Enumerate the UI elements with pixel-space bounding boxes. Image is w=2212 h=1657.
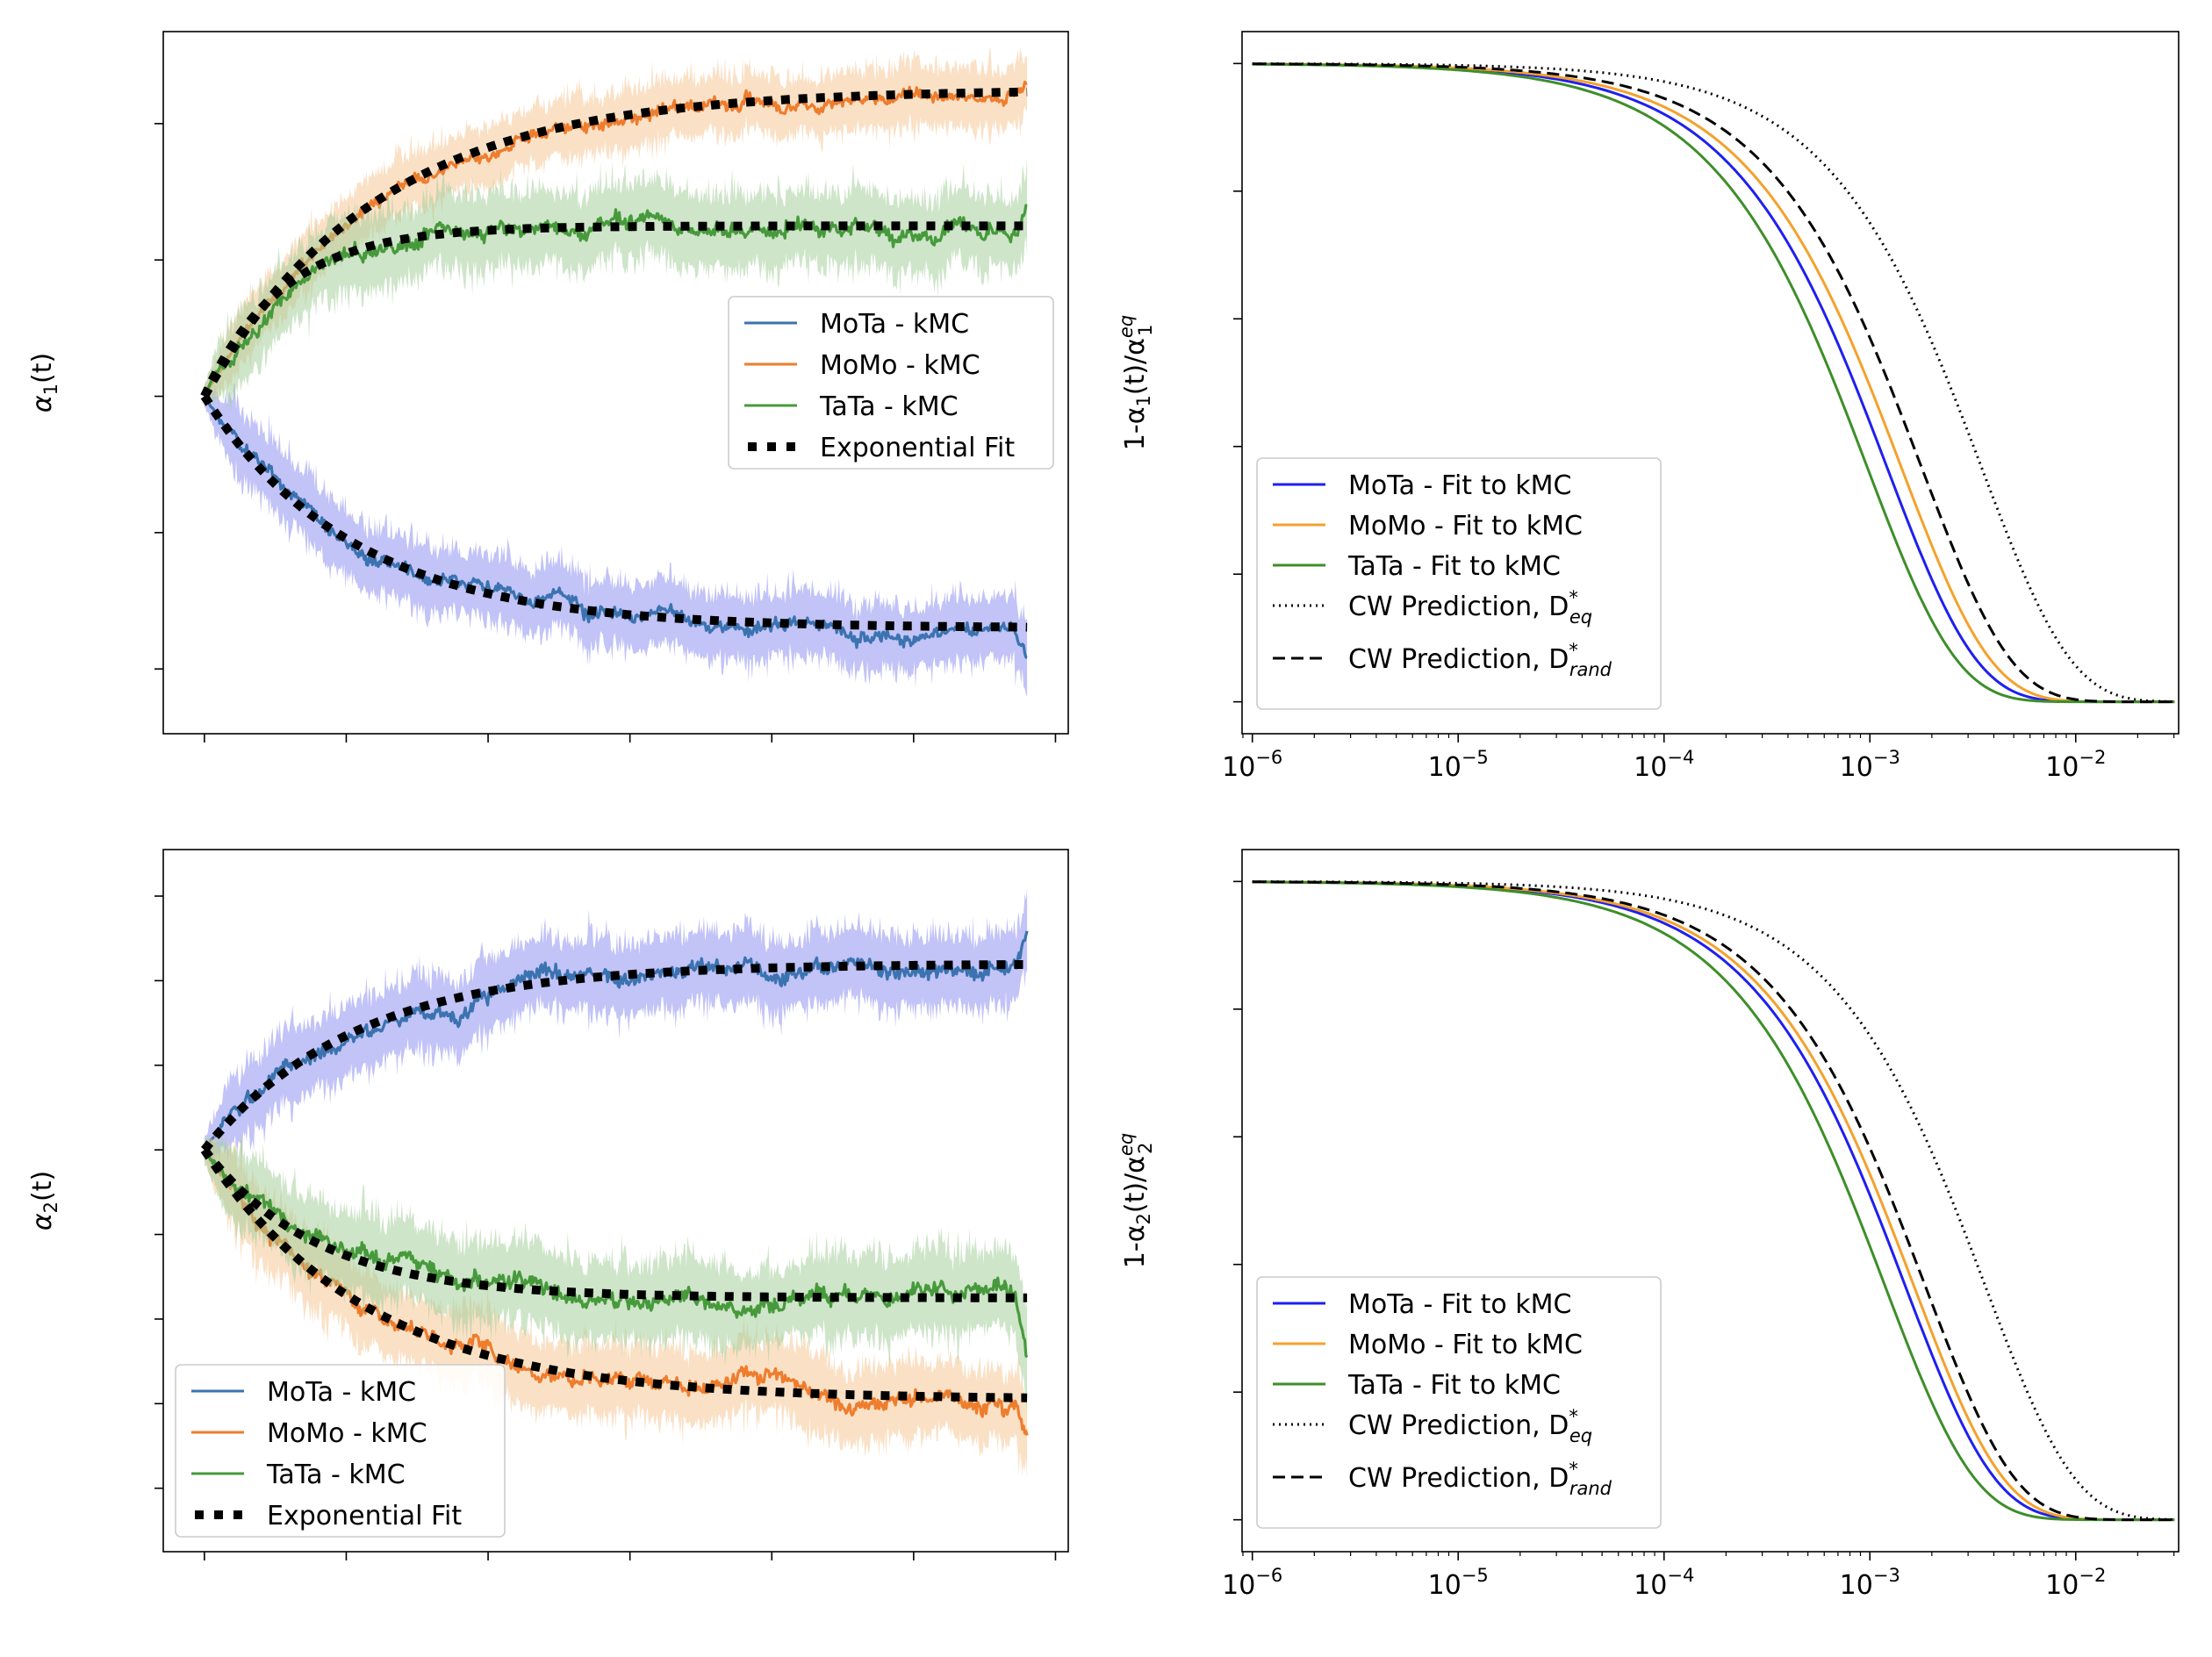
legend-label: TaTa - Fit to kMC	[1347, 1370, 1561, 1401]
legend-label: MoMo - kMC	[820, 350, 980, 381]
fit-line-2	[200, 1147, 1028, 1402]
legend-item: MoMo - kMC	[191, 1418, 427, 1449]
legend-item: MoMo - kMC	[744, 350, 980, 381]
legend-label: MoTa - kMC	[267, 1377, 416, 1408]
legend-item: TaTa - kMC	[744, 391, 959, 422]
legend-label: MoMo - Fit to kMC	[1348, 511, 1583, 542]
x-tick-label: 10−3	[1840, 747, 1900, 783]
legend-item: MoTa - kMC	[191, 1377, 416, 1408]
x-tick-label: 10−6	[1222, 747, 1282, 783]
fit-line-2	[200, 87, 1028, 398]
legend-item: MoTa - Fit to kMC	[1273, 1289, 1571, 1320]
legend-label: MoTa - Fit to kMC	[1348, 1289, 1571, 1320]
y-axis-label: 1-α1(t)/αeq1	[1116, 315, 1156, 450]
plot-area	[1252, 62, 2175, 704]
legend-item: Exponential Fit	[748, 433, 1015, 463]
x-tick-label: 10−4	[1634, 747, 1694, 783]
legend-box	[728, 296, 1054, 470]
x-tick-label: 10−5	[1428, 747, 1489, 783]
series-band-1	[204, 383, 1028, 697]
curve-3	[1252, 62, 2175, 704]
axes-frame	[162, 31, 1069, 735]
panel-d: 10−6 10−5 10−4 10−3 10−2 1-α2(t)/αeq2 MoTa - F…	[1116, 849, 2180, 1601]
axes-frame	[1241, 849, 2180, 1553]
x-tick-label: 10−6	[1222, 1565, 1282, 1601]
legend-item: CW Prediction, D* rand	[1273, 1459, 1612, 1499]
curve-5	[1252, 62, 2175, 704]
legend-item: Exponential Fit	[195, 1501, 462, 1531]
legend-item: TaTa - Fit to kMC	[1273, 1370, 1561, 1401]
legend-label: MoMo - Fit to kMC	[1348, 1330, 1583, 1360]
legend-item: CW Prediction, D* eq	[1273, 587, 1592, 628]
legend-label: MoTa - kMC	[820, 309, 969, 340]
panel-b: 10−6 10−5 10−4 10−3 10−2 1-α1(t)/αeq1 MoTa - F…	[1116, 31, 2180, 783]
legend-label: CW Prediction, D* eq	[1348, 587, 1592, 628]
legend-label: CW Prediction, D* rand	[1348, 1459, 1612, 1499]
legend-label: CW Prediction, D* rand	[1348, 640, 1612, 680]
x-tick-label: 10−5	[1428, 1565, 1489, 1601]
legend-item: MoTa - kMC	[744, 309, 969, 340]
plot-area	[200, 47, 1028, 697]
legend-item: MoMo - Fit to kMC	[1273, 511, 1583, 542]
legend-label: CW Prediction, D* eq	[1348, 1406, 1592, 1446]
x-tick-label: 10−3	[1840, 1565, 1900, 1601]
legend-label: TaTa - Fit to kMC	[1347, 551, 1561, 582]
legend-label: MoTa - Fit to kMC	[1348, 470, 1571, 501]
series-line-1	[203, 930, 1029, 1151]
legend-item: TaTa - Fit to kMC	[1273, 551, 1561, 582]
legend: MoTa - Fit to kMC MoMo - Fit to kMC TaTa -…	[1256, 1276, 1662, 1529]
x-tick-label: 10−2	[2045, 747, 2106, 783]
legend-item: MoTa - Fit to kMC	[1273, 470, 1571, 501]
legend-item: CW Prediction, D* eq	[1273, 1406, 1592, 1446]
legend-item: CW Prediction, D* rand	[1273, 640, 1612, 680]
legend-label: Exponential Fit	[820, 433, 1015, 463]
legend: MoTa - kMC MoMo - kMC TaTa - kMC Exponentia…	[728, 296, 1054, 470]
y-axis-label: α1(t)	[27, 353, 61, 412]
axes-frame	[1241, 31, 2180, 735]
legend-box	[1256, 1276, 1662, 1529]
legend: MoTa - kMC MoMo - kMC TaTa - kMC Exponentia…	[175, 1364, 506, 1538]
series-band-3	[204, 1130, 1028, 1411]
fit-line-3	[200, 1147, 1028, 1302]
legend-label: MoMo - kMC	[267, 1418, 427, 1449]
legend: MoTa - Fit to kMC MoMo - Fit to kMC TaTa -…	[1256, 457, 1662, 710]
legend-label: TaTa - kMC	[819, 391, 959, 422]
series-band-2	[204, 47, 1028, 409]
series-band-1	[204, 888, 1028, 1166]
plot-area	[1252, 880, 2175, 1522]
panel-a: α1(t) MoTa - kMC MoMo - kMC TaTa - kMC Expon…	[27, 31, 1069, 742]
legend-label: Exponential Fit	[267, 1501, 462, 1531]
legend-box	[175, 1364, 506, 1538]
legend-item: TaTa - kMC	[191, 1460, 406, 1490]
series-band-3	[204, 156, 1028, 412]
x-tick-label: 10−2	[2045, 1565, 2106, 1601]
legend-box	[1256, 457, 1662, 710]
fit-line-1	[201, 960, 1028, 1153]
legend-label: TaTa - kMC	[266, 1460, 406, 1490]
plot-area	[200, 888, 1029, 1478]
fit-line-3	[200, 221, 1028, 398]
curve-5	[1252, 880, 2175, 1522]
y-axis-label: 1-α2(t)/αeq2	[1116, 1133, 1156, 1268]
legend-item: MoMo - Fit to kMC	[1273, 1330, 1583, 1360]
panel-c: α2(t) MoTa - kMC MoMo - kMC TaTa - kMC Expon…	[27, 849, 1069, 1560]
y-axis-label: α2(t)	[27, 1171, 61, 1230]
x-tick-label: 10−4	[1634, 1565, 1694, 1601]
axes-frame	[162, 849, 1069, 1553]
fit-line-1	[200, 393, 1028, 632]
